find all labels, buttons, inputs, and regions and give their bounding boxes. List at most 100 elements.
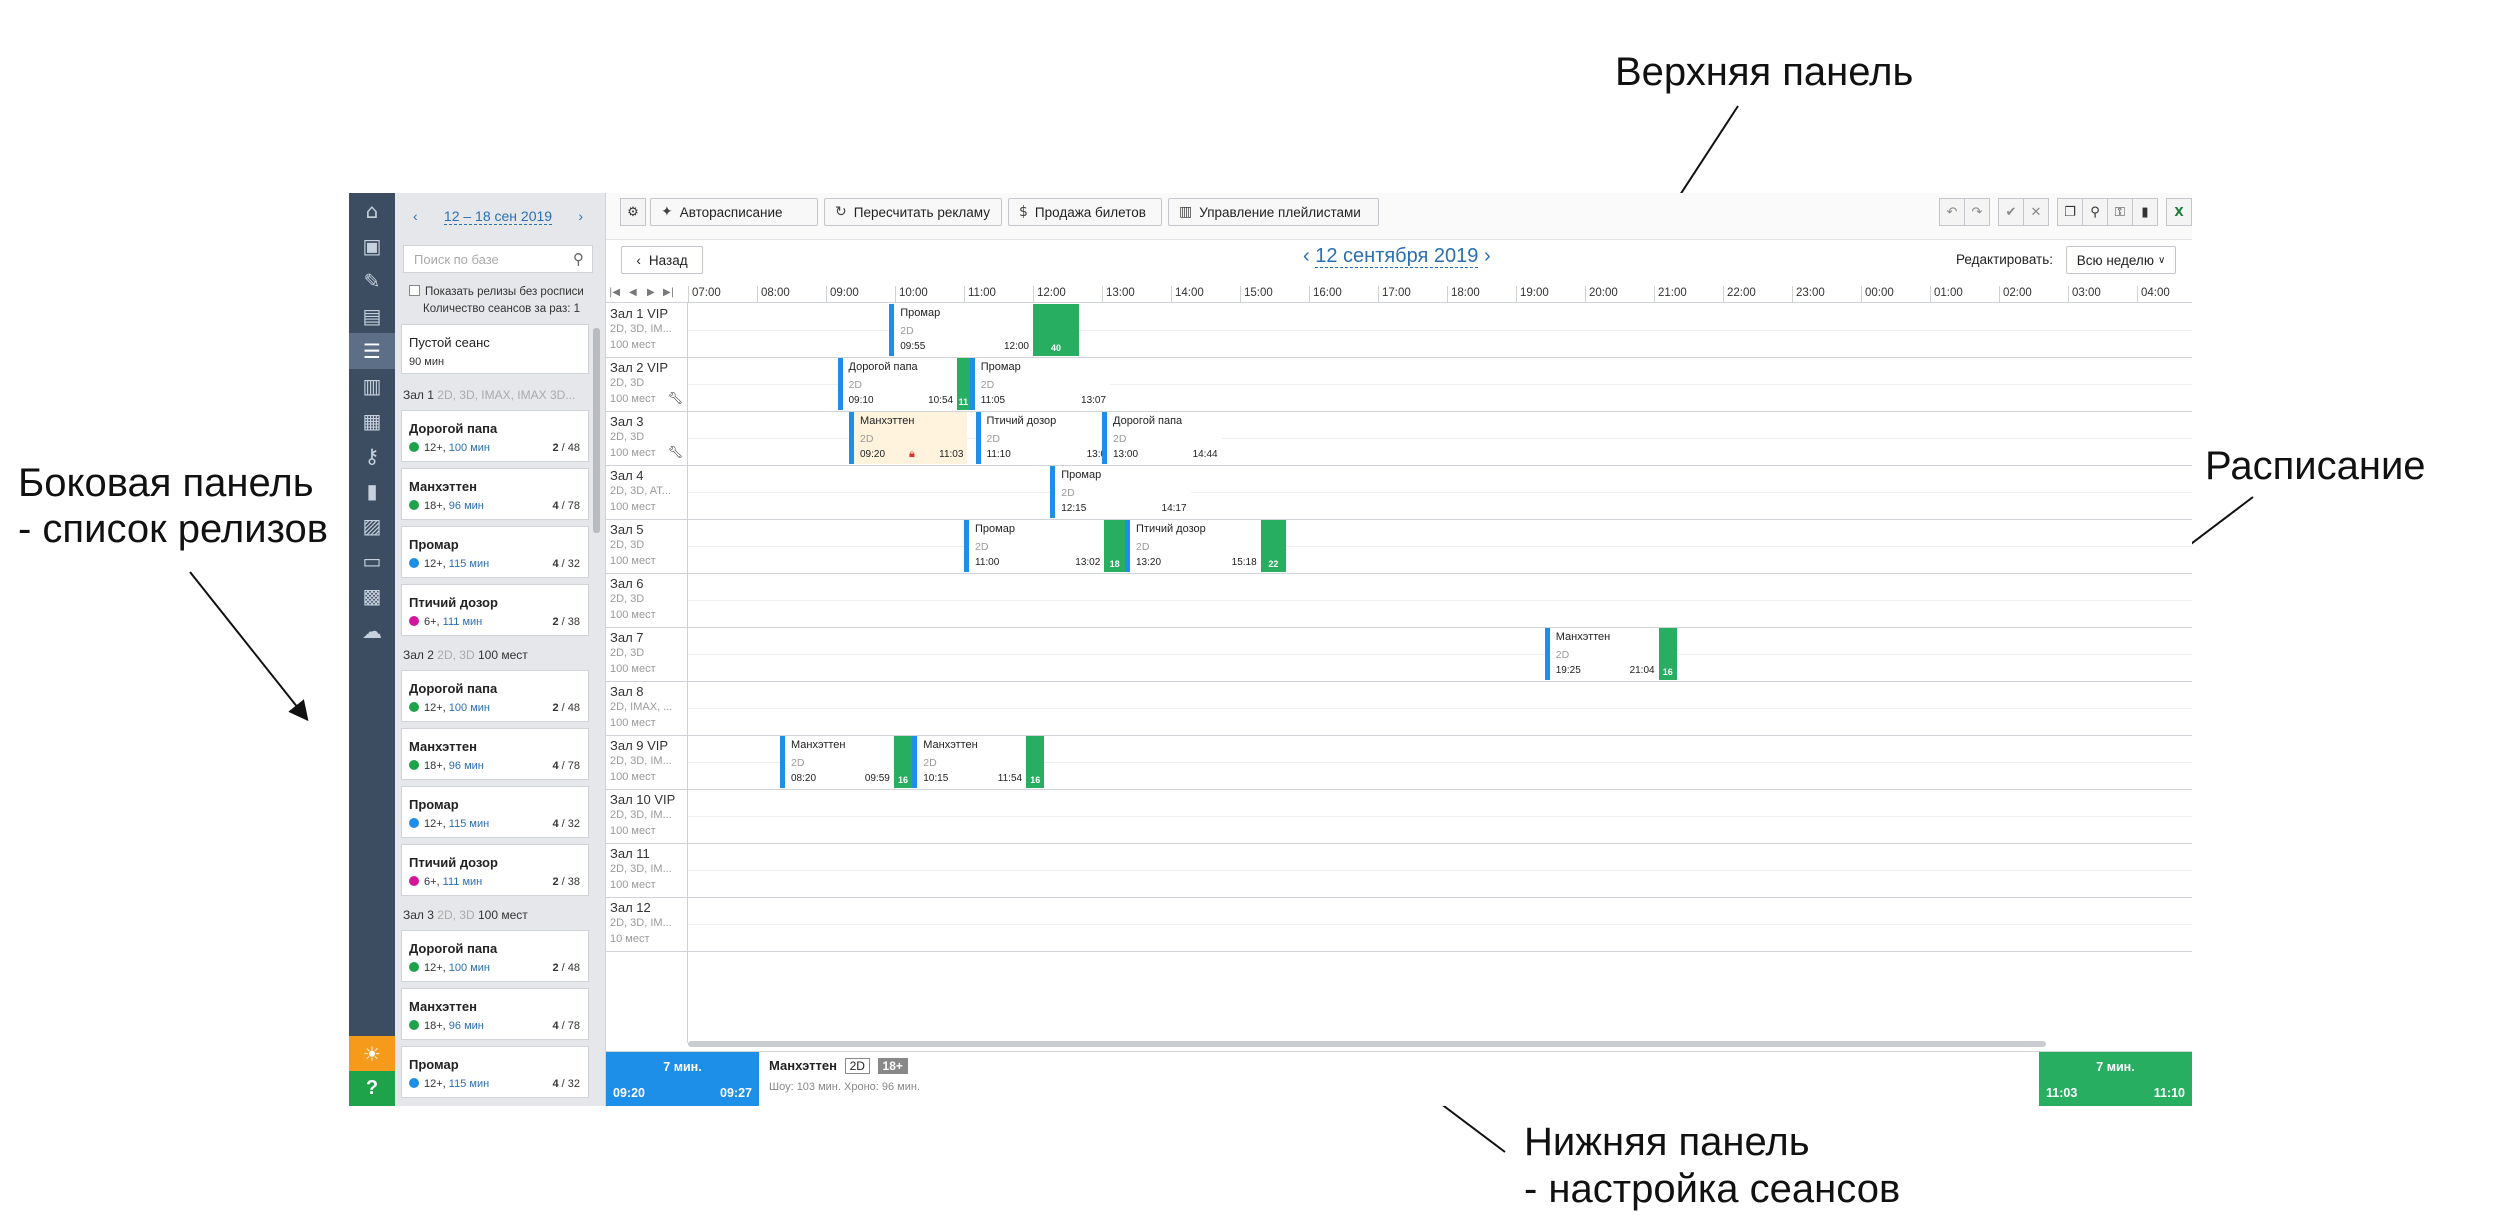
briefcase-icon[interactable]: ▩ [362, 584, 382, 608]
session-block[interactable]: Птичий дозор 2D 11:10 13:0 [975, 412, 1111, 464]
release-card[interactable]: Птичий дозор 6+, 111 мин 2 / 38 [401, 844, 589, 896]
next-week-icon[interactable]: › [578, 208, 583, 224]
settings-gear-button[interactable]: ⚙ [620, 198, 646, 226]
home-icon[interactable]: ⌂ [365, 199, 379, 223]
session-block[interactable]: Манхэттен 2D 19:25 21:04 [1544, 628, 1659, 680]
hall-row-midline [688, 762, 2192, 763]
current-date[interactable]: 12 сентября 2019 [1315, 245, 1479, 268]
session-gap-marker[interactable]: 18 [1104, 520, 1125, 572]
release-card[interactable]: Дорогой папа 12+, 100 мин 2 / 48 [401, 930, 589, 982]
release-card[interactable]: Манхэттен 18+, 96 мин 4 / 78 [401, 988, 589, 1040]
pencil-icon[interactable]: ✎ [363, 269, 381, 293]
prev-day-icon[interactable]: ‹ [1303, 245, 1316, 267]
undo-button[interactable]: ↶ [1939, 198, 1965, 226]
wrench-icon[interactable]: 🔧︎ [668, 445, 684, 459]
session-block[interactable]: Птичий дозор 2D 13:20 15:18 [1125, 520, 1261, 572]
first-page-icon[interactable]: |◀ [609, 287, 621, 298]
prev-page-icon[interactable]: ◀ [629, 287, 637, 298]
session-gap-marker[interactable]: 40 [1033, 304, 1079, 356]
release-card[interactable]: Дорогой папа 12+, 100 мин 2 / 48 [401, 670, 589, 722]
release-card[interactable]: Промар 12+, 115 мин 4 / 32 [401, 526, 589, 578]
ticket-sales-button[interactable]: $ Продажа билетов [1008, 198, 1162, 226]
session-gap-marker[interactable]: 16 [1658, 628, 1677, 680]
release-count: 4 [552, 1078, 559, 1090]
copy-button[interactable]: ❐ [2057, 198, 2083, 226]
session-block[interactable]: Дорогой папа 2D 09:10 10:54 [837, 358, 958, 410]
release-session-count: 4 / 78 [552, 760, 580, 772]
hall-row-midline [688, 546, 2192, 547]
images-icon[interactable]: ▨ [362, 514, 382, 538]
autoschedule-button[interactable]: ✦ Авторасписание [650, 198, 818, 226]
search-icon[interactable]: ⚲ [573, 250, 584, 268]
session-gap-marker[interactable]: 11 [957, 358, 970, 410]
recalc-ads-button[interactable]: ↻ Пересчитать рекламу [824, 198, 1002, 226]
hour-tick: 11:00 [964, 286, 996, 302]
session-gap-marker[interactable]: 16 [1026, 736, 1045, 788]
session-block[interactable]: Манхэттен 2D 09:20 🔒︎ 11:03 [849, 412, 968, 464]
bar-chart-icon[interactable]: ▮ [366, 479, 378, 503]
key-icon[interactable]: ⚷ [364, 444, 380, 468]
comment-icon[interactable]: ▭ [362, 549, 382, 573]
release-card[interactable]: Манхэттен 18+, 96 мин 4 / 78 [401, 728, 589, 780]
prev-week-icon[interactable]: ‹ [413, 208, 418, 224]
hour-tick: 00:00 [1861, 286, 1894, 302]
lock-button[interactable]: ⚿ [2107, 198, 2133, 226]
lightbulb-icon[interactable]: ☀ [349, 1036, 395, 1071]
release-count: 4 [552, 558, 559, 570]
check-all-button[interactable]: ✔ [1998, 198, 2024, 226]
schedule-icon[interactable]: ☰ [349, 333, 395, 369]
release-card[interactable]: Птичий дозор 6+, 111 мин 2 / 38 [401, 584, 589, 636]
help-button[interactable]: ? [349, 1071, 395, 1106]
show-without-schedule-checkbox[interactable]: Показать релизы без росписи [409, 285, 584, 298]
session-block[interactable]: Промар 2D 09:55 12:00 [889, 304, 1033, 356]
trash-button[interactable]: ▮ [2132, 198, 2158, 226]
back-button[interactable]: ‹ Назад [621, 246, 703, 274]
close-icon: ✕ [2030, 204, 2042, 220]
redo-button[interactable]: ↷ [1964, 198, 1990, 226]
session-block[interactable]: Промар 2D 11:05 13:07 [969, 358, 1111, 410]
last-page-icon[interactable]: ▶| [663, 287, 675, 298]
release-duration: 96 мин [448, 1020, 484, 1032]
cloud-upload-icon[interactable]: ☁ [362, 619, 382, 643]
hall-row: Зал 2 VIP 2D, 3D 100 мест 🔧︎ [606, 357, 2192, 412]
wrench-icon[interactable]: 🔧︎ [668, 391, 684, 405]
session-gap-marker[interactable]: 22 [1260, 520, 1286, 572]
gap-before-block[interactable]: 7 мин. 09:20 09:27 [606, 1052, 759, 1106]
release-card[interactable]: Дорогой папа 12+, 100 мин 2 / 48 [401, 410, 589, 462]
release-card[interactable]: Промар 12+, 115 мин 4 / 32 [401, 786, 589, 838]
release-search-input[interactable]: Поиск по базе ⚲ [403, 245, 593, 273]
calendar-icon[interactable]: ▣ [362, 234, 382, 258]
hall-seats: 100 мест [610, 825, 656, 837]
playlists-button[interactable]: ▥ Управление плейлистами [1168, 198, 1379, 226]
release-card[interactable]: Манхэттен 18+, 96 мин 4 / 78 [401, 468, 589, 520]
close-button[interactable]: ✕ [2023, 198, 2049, 226]
session-title: Дорогой папа [848, 361, 918, 373]
horizontal-scrollbar[interactable] [688, 1041, 2046, 1047]
gap-after-block[interactable]: 7 мин. 11:03 11:10 [2039, 1052, 2192, 1106]
sidebar-scrollbar[interactable] [593, 328, 600, 533]
map-icon[interactable]: ▥ [362, 374, 382, 398]
session-block[interactable]: Манхэттен 2D 10:15 11:54 [912, 736, 1027, 788]
release-card[interactable]: Промар 12+, 115 мин 4 / 32 [401, 1046, 589, 1098]
hall-row: Зал 4 2D, 3D, AT... 100 мест [606, 465, 2192, 520]
week-label[interactable]: 12 – 18 сен 2019 [443, 207, 553, 225]
hall-row: Зал 11 2D, 3D, IM... 100 мест [606, 843, 2192, 898]
hour-tick: 20:00 [1585, 286, 1618, 302]
next-page-icon[interactable]: ▶ [647, 287, 655, 298]
excel-export-button[interactable]: X [2166, 198, 2192, 226]
session-block[interactable]: Промар 2D 12:15 14:17 [1050, 466, 1191, 518]
location-button[interactable]: ⚲ [2082, 198, 2108, 226]
session-gap-marker[interactable]: 16 [893, 736, 913, 788]
session-block[interactable]: Промар 2D 11:00 13:02 [964, 520, 1105, 572]
edit-scope-select[interactable]: Всю неделю ∨ [2066, 246, 2176, 274]
session-block[interactable]: Манхэттен 2D 08:20 09:59 [780, 736, 894, 788]
release-meta: 6+, 111 мин [409, 876, 482, 888]
empty-session-card[interactable]: Пустой сеанс 90 мин [401, 324, 589, 374]
session-block[interactable]: Дорогой папа 2D 13:00 14:44 [1102, 412, 1222, 464]
checkbox-box[interactable] [409, 285, 420, 296]
film-icon[interactable]: ▦ [362, 409, 382, 433]
book-icon[interactable]: ▤ [362, 304, 382, 328]
hall-formats: 2D, 3D, IM... [610, 917, 672, 929]
release-color-dot [409, 616, 419, 626]
next-day-icon[interactable]: › [1478, 245, 1491, 267]
